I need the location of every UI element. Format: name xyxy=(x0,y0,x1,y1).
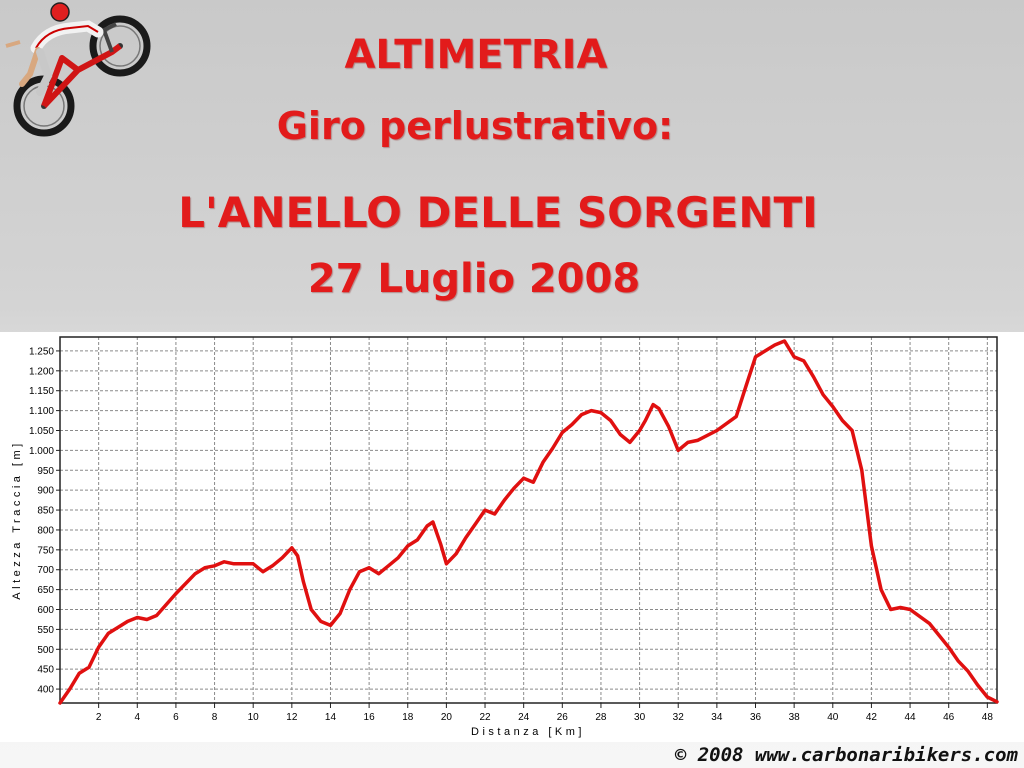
x-tick-label: 2 xyxy=(96,712,102,723)
y-tick-label: 500 xyxy=(37,645,54,656)
y-tick-label: 550 xyxy=(37,625,54,636)
elevation-line xyxy=(58,339,999,705)
x-tick-label: 24 xyxy=(518,712,530,723)
x-tick-label: 12 xyxy=(286,712,298,723)
elevation-chart: 2 4 6 8 10 12 14 16 18 20 22 24 26 28 30 32 34 36 38 40 42 44… xyxy=(0,332,1024,742)
chart-grid xyxy=(60,337,997,703)
x-tick-label: 4 xyxy=(134,712,140,723)
elevation-series xyxy=(58,339,999,705)
y-tick-label: 400 xyxy=(37,685,54,696)
x-tick-label: 30 xyxy=(634,712,646,723)
x-tick-label: 8 xyxy=(212,712,218,723)
x-tick-label: 40 xyxy=(827,712,839,723)
x-axis-title: Distanza [Km] xyxy=(471,726,585,738)
copyright-footer: © 2008 www.carbonaribikers.com xyxy=(674,744,1018,766)
chart-subtitle: Giro perlustrativo: xyxy=(276,104,674,148)
route-name: L'ANELLO DELLE SORGENTI xyxy=(178,188,818,237)
x-tick-label: 16 xyxy=(364,712,376,723)
x-tick-label: 10 xyxy=(248,712,260,723)
ride-date: 27 Luglio 2008 xyxy=(307,256,641,302)
y-tick-label: 1.000 xyxy=(29,446,54,457)
x-tick-label: 22 xyxy=(479,712,491,723)
x-tick-label: 42 xyxy=(866,712,878,723)
y-tick-label: 850 xyxy=(37,506,54,517)
chart-background xyxy=(0,332,1024,742)
mountain-biker-icon xyxy=(5,2,151,137)
chart-title: ALTIMETRIA xyxy=(344,32,608,78)
x-tick-label: 18 xyxy=(402,712,414,723)
x-tick-label: 26 xyxy=(557,712,569,723)
y-tick-label: 450 xyxy=(37,665,54,676)
y-tick-label: 650 xyxy=(37,585,54,596)
y-tick-label: 800 xyxy=(37,525,54,536)
y-tick-label: 750 xyxy=(37,545,54,556)
x-tick-label: 28 xyxy=(595,712,607,723)
y-axis: 400 450 500 550 600 650 700 750 800 850 900 950 1.00… xyxy=(29,346,60,696)
x-tick-label: 38 xyxy=(789,712,801,723)
x-tick-label: 14 xyxy=(325,712,337,723)
y-tick-label: 900 xyxy=(37,486,54,497)
x-tick-label: 6 xyxy=(173,712,179,723)
y-axis-title: Altezza Traccia [m] xyxy=(11,440,23,599)
y-tick-label: 1.100 xyxy=(29,406,54,417)
x-tick-label: 44 xyxy=(904,712,916,723)
y-tick-label: 950 xyxy=(37,466,54,477)
x-tick-label: 48 xyxy=(982,712,994,723)
front-wheel xyxy=(89,15,151,77)
y-tick-label: 1.250 xyxy=(29,346,54,357)
y-tick-label: 700 xyxy=(37,565,54,576)
y-tick-label: 600 xyxy=(37,605,54,616)
plot-frame xyxy=(59,336,998,704)
x-tick-label: 36 xyxy=(750,712,762,723)
y-tick-label: 1.050 xyxy=(29,426,54,437)
x-tick-label: 46 xyxy=(943,712,955,723)
y-tick-label: 1.150 xyxy=(29,386,54,397)
x-axis: 2 4 6 8 10 12 14 16 18 20 22 24 26 28 30 32 34 36 38 40 42 44… xyxy=(96,703,993,723)
y-tick-label: 1.200 xyxy=(29,366,54,377)
x-tick-label: 34 xyxy=(711,712,723,723)
x-tick-label: 20 xyxy=(441,712,453,723)
x-tick-label: 32 xyxy=(673,712,685,723)
